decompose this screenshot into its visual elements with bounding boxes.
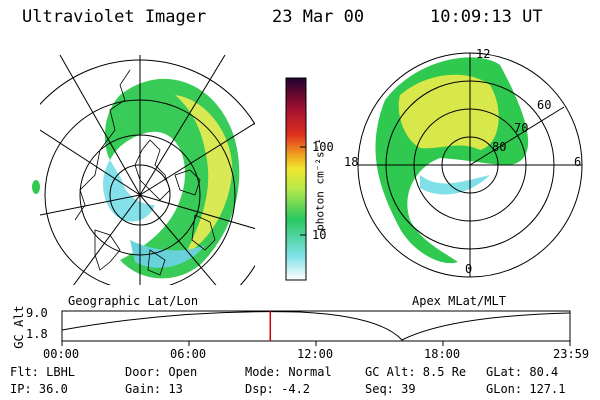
altitude-ylabel: GC Alt: [12, 305, 26, 349]
lat-label-60: 60: [537, 98, 552, 112]
colorbar-tick-100: 100: [312, 140, 334, 154]
color-scale-bar: [285, 77, 307, 281]
oval-bright-region: [398, 74, 499, 150]
date-label: 23 Mar 00: [272, 7, 365, 27]
status-glon: GLon: 127.1: [486, 382, 566, 396]
time-label: 10:09:13 UT: [430, 7, 543, 27]
colorbar-ticks: [300, 146, 306, 236]
altitude-plot-frame: [61, 310, 571, 342]
time-tick-2359: 23:59: [553, 347, 590, 361]
time-tick-0600: 06:00: [170, 347, 207, 361]
magnetic-polar-plot: [357, 52, 583, 278]
colorbar-unit-label: photon cm⁻²s⁻¹: [313, 138, 327, 231]
status-gain: Gain: 13: [125, 382, 183, 396]
altitude-ytick-low: 1.8: [26, 327, 48, 341]
time-tick-0000: 00:00: [43, 347, 80, 361]
auroral-oval-left: [103, 78, 240, 279]
altitude-plot: [61, 310, 571, 346]
left-map-caption: Geographic Lat/Lon: [68, 294, 199, 308]
colorbar-tick-10: 10: [312, 228, 327, 242]
right-map-caption: Apex MLat/MLT: [412, 294, 506, 308]
altitude-curve: [61, 311, 571, 341]
status-door: Door: Open: [125, 365, 198, 379]
instrument-title: Ultraviolet Imager: [22, 7, 207, 27]
geographic-map: [40, 55, 255, 285]
lat-label-80: 80: [492, 140, 507, 154]
status-mode: Mode: Normal: [245, 365, 332, 379]
status-filter: Flt: LBHL: [10, 365, 76, 379]
mlt-label-18: 18: [344, 155, 359, 169]
oval-edge-region: [420, 175, 490, 195]
lat-label-70: 70: [514, 121, 529, 135]
status-seq: Seq: 39: [365, 382, 416, 396]
status-glat: GLat: 80.4: [486, 365, 559, 379]
time-tick-1200: 12:00: [297, 347, 334, 361]
lat-lon-grid: [40, 55, 255, 285]
status-ip: IP: 36.0: [10, 382, 68, 396]
mlt-label-0: 0: [465, 262, 473, 276]
coastlines: [74, 69, 216, 276]
status-gc-alt: GC Alt: 8.5 Re: [365, 365, 467, 379]
altitude-ticks: [61, 341, 571, 346]
status-dsp: Dsp: -4.2: [245, 382, 311, 396]
mlt-label-12: 12: [476, 47, 491, 61]
altitude-ytick-high: 9.0: [26, 306, 48, 320]
mlt-label-6: 6: [574, 155, 582, 169]
polar-grid: [357, 52, 583, 278]
time-tick-1800: 18:00: [424, 347, 461, 361]
emission-spot: [32, 180, 40, 194]
